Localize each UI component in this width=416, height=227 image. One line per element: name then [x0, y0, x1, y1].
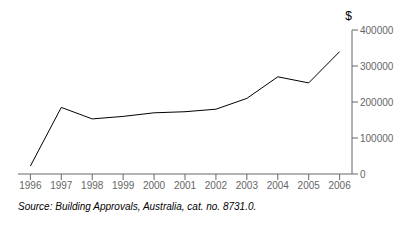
svg-text:100000: 100000	[360, 133, 394, 144]
svg-text:1996: 1996	[19, 180, 42, 191]
svg-text:200000: 200000	[360, 97, 394, 108]
svg-text:0: 0	[360, 169, 366, 180]
svg-text:1997: 1997	[50, 180, 73, 191]
svg-text:2002: 2002	[205, 180, 228, 191]
svg-text:2000: 2000	[143, 180, 166, 191]
svg-text:2005: 2005	[298, 180, 321, 191]
html-text:Source: Building Approvals, Au: Source: Building Approvals, Australia, c…	[18, 201, 257, 212]
svg-text:400000: 400000	[360, 25, 394, 36]
svg-text:300000: 300000	[360, 61, 394, 72]
svg-text:1998: 1998	[81, 180, 104, 191]
svg-text:2001: 2001	[174, 180, 197, 191]
svg-text:2006: 2006	[329, 180, 352, 191]
svg-text:1999: 1999	[112, 180, 135, 191]
svg-text:2003: 2003	[236, 180, 259, 191]
svg-text:2004: 2004	[267, 180, 290, 191]
